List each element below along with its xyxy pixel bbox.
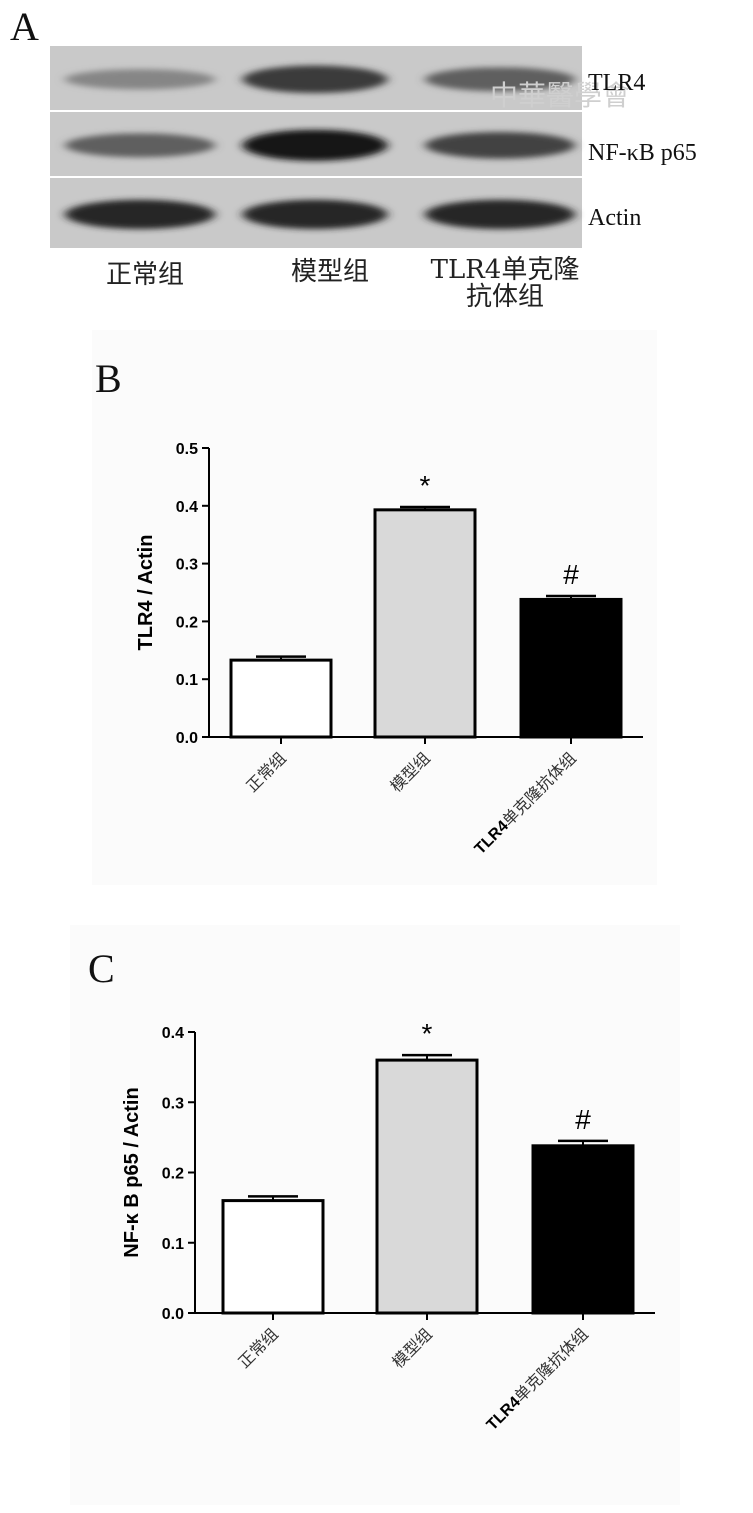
band-row1-lane1	[242, 129, 388, 161]
row-label-tlr4: TLR4	[588, 70, 645, 96]
panel-letter-c: C	[88, 946, 115, 991]
chart-c-ytick-label: 0.2	[162, 1166, 184, 1183]
band-row2-lane1	[242, 199, 388, 230]
blot-rows	[50, 46, 582, 248]
chart-c-significance-2: #	[575, 1104, 591, 1135]
group-label-normal: 正常组	[106, 260, 184, 290]
band-row0-lane0	[65, 69, 215, 90]
chart-c-plot: 0.00.10.20.30.4NF-κ B p65 / Actin正常组*模型组…	[121, 1018, 655, 1434]
chart-b-ytick-label: 0.4	[176, 499, 198, 516]
chart-c: C 0.00.10.20.30.4NF-κ B p65 / Actin正常组*模…	[70, 925, 680, 1505]
chart-c-ytick-label: 0.1	[162, 1236, 184, 1253]
chart-b-significance-1: *	[420, 470, 431, 501]
group-label-model: 模型组	[291, 257, 369, 287]
band-row2-lane2	[425, 199, 575, 230]
chart-b-y-axis-label: TLR4 / Actin	[135, 535, 157, 651]
chart-b-ytick-label: 0.2	[176, 614, 198, 631]
chart-b-bar-2	[519, 597, 623, 739]
chart-b-ytick-label: 0.0	[176, 730, 198, 747]
chart-c-ytick-label: 0.0	[162, 1306, 184, 1323]
band-row2-lane0	[65, 199, 215, 230]
chart-c-bar-1	[375, 1058, 479, 1315]
row-label-actin: Actin	[588, 205, 641, 231]
chart-b-ytick-label: 0.3	[176, 557, 198, 574]
chart-c-y-axis-label: NF-κ B p65 / Actin	[121, 1087, 143, 1257]
band-row1-lane0	[65, 133, 215, 158]
chart-c-significance-1: *	[422, 1018, 433, 1049]
chart-c-ytick-label: 0.3	[162, 1095, 184, 1112]
group-label-antibody-1: TLR4单克隆	[431, 255, 580, 285]
chart-b-bar-0	[229, 658, 333, 739]
blot-panel: A 中華醫學會 TLR4 NF-κB p65 Actin 正常组 模型组 TLR…	[10, 4, 697, 312]
band-row0-lane1	[242, 65, 388, 94]
group-label-antibody-2: 抗体组	[466, 282, 544, 312]
chart-c-bar-0	[221, 1199, 325, 1315]
band-row1-lane2	[425, 131, 575, 159]
chart-c-bar-2	[531, 1144, 635, 1315]
chart-b-bar-1	[373, 508, 477, 739]
chart-c-ytick-label: 0.4	[162, 1025, 184, 1042]
chart-b-ytick-label: 0.1	[176, 672, 198, 689]
panel-letter-b: B	[95, 356, 122, 401]
band-row0-lane2	[425, 67, 575, 92]
watermark-logo: 中華醫學會	[490, 79, 630, 112]
chart-b-significance-2: #	[563, 559, 579, 590]
row-label-nfkb: NF-κB p65	[588, 140, 697, 166]
chart-b-ytick-label: 0.5	[176, 441, 198, 458]
panel-letter-a: A	[10, 4, 39, 49]
